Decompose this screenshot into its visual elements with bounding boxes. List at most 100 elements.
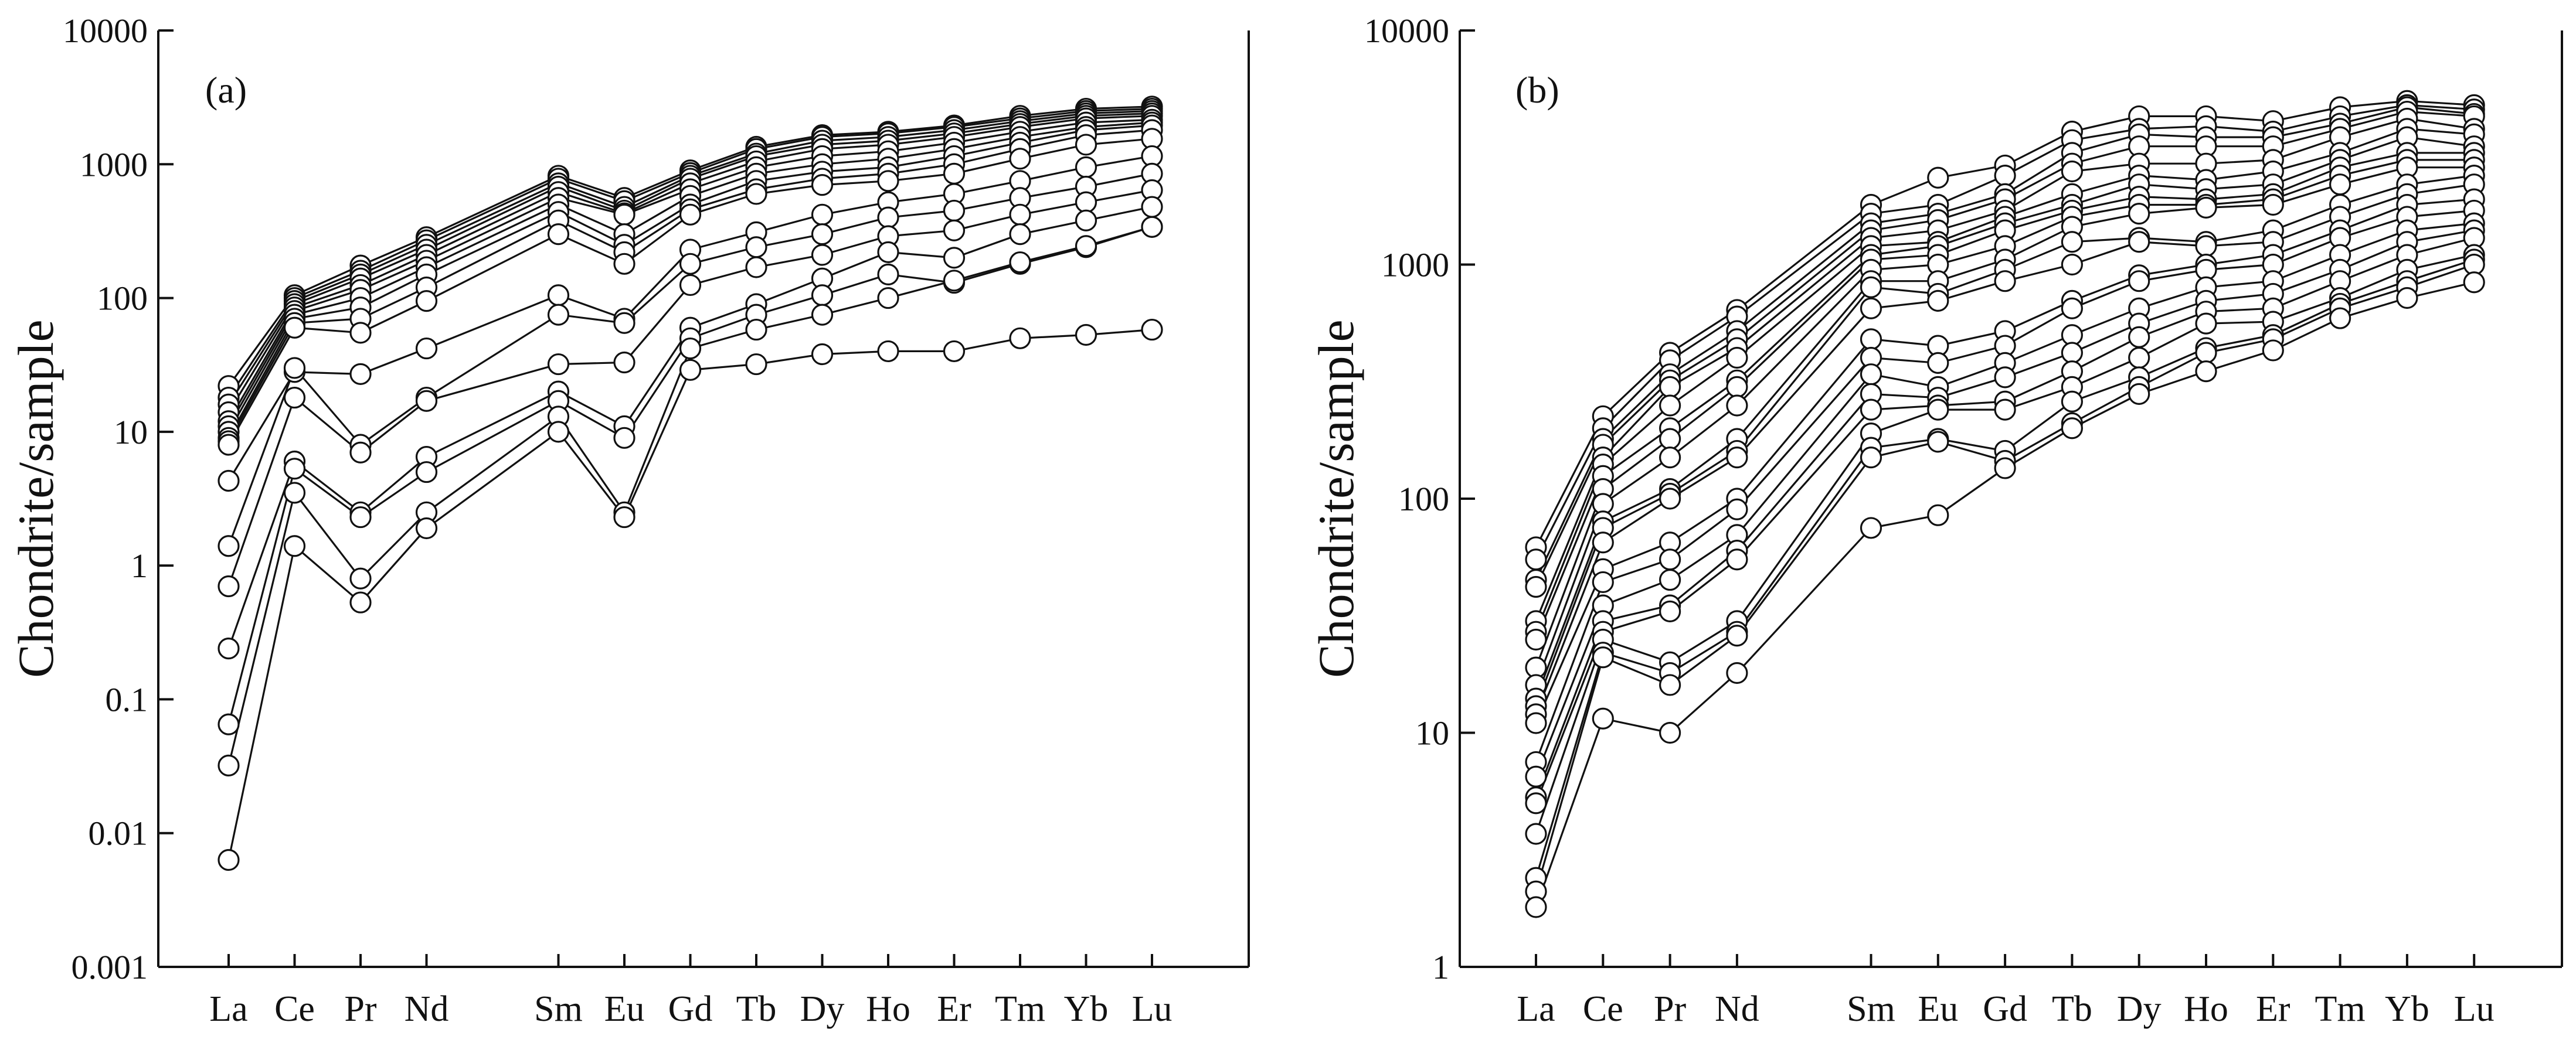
data-point-a17-Sm — [547, 421, 570, 443]
series-line-a6 — [227, 118, 1153, 427]
data-point-b11-Tb — [2061, 231, 2083, 253]
data-point-b12-Ho — [2195, 235, 2217, 257]
x-tick-label: Tm — [2315, 989, 2366, 1029]
data-point-b21-Pr — [1659, 721, 1681, 744]
data-point-b17-La — [1525, 792, 1547, 815]
data-point-a10-Ho — [877, 170, 899, 192]
data-point-b6-Nd — [1726, 346, 1748, 369]
data-point-a13-Eu — [613, 351, 635, 374]
data-point-b21-Nd — [1726, 662, 1748, 684]
series-line-a17 — [227, 329, 1153, 860]
data-point-b21-Tm — [2329, 307, 2351, 329]
series-line-a16 — [227, 226, 1153, 766]
x-tick-label: Er — [937, 989, 971, 1029]
series-line-b16 — [1535, 229, 2475, 798]
data-point-a13-Nd — [415, 390, 438, 412]
data-point-a16-Gd — [679, 337, 702, 360]
y-tick-label: 100 — [97, 280, 148, 318]
x-tick-label: La — [209, 989, 247, 1029]
data-point-a13-Sm — [547, 353, 570, 376]
data-point-b17-Sm — [1860, 398, 1882, 421]
data-point-b9-Nd — [1726, 394, 1748, 417]
series-line-b11 — [1535, 175, 2475, 707]
data-point-a13-Tm — [1009, 203, 1031, 226]
data-point-b8-Nd — [1726, 376, 1748, 398]
series-line-b7 — [1535, 136, 2475, 640]
series-line-a14 — [227, 206, 1153, 649]
data-point-a14-Lu — [1141, 196, 1163, 218]
x-tick-label: Er — [2256, 989, 2290, 1029]
series-line-a12 — [227, 172, 1153, 547]
data-point-a11-Pr — [349, 363, 372, 385]
data-point-b21-Ce — [1592, 707, 1614, 730]
x-tick-label: La — [1517, 989, 1555, 1029]
series-line-b2 — [1535, 104, 2475, 560]
data-point-b15-Sm — [1860, 363, 1882, 386]
data-point-a10-La — [218, 434, 240, 456]
series-line-b8 — [1535, 152, 2475, 668]
y-tick-label: 1 — [1432, 948, 1449, 986]
data-point-b7-La — [1525, 628, 1547, 651]
data-point-b5-Tb — [2061, 160, 2083, 183]
data-point-b12-Eu — [1927, 289, 1949, 312]
x-tick-label: Sm — [534, 989, 583, 1029]
x-tick-label: Nd — [405, 989, 449, 1029]
data-point-a11-La — [218, 469, 240, 492]
data-point-a12-Eu — [613, 312, 635, 334]
data-point-a11-Nd — [415, 337, 438, 360]
x-tick-label: Tb — [2052, 989, 2092, 1029]
data-point-b4-La — [1525, 575, 1547, 598]
y-axis-title: Chondrite/sample — [1308, 319, 1364, 677]
y-tick-label: 0.001 — [72, 948, 148, 986]
series-line-a5 — [227, 115, 1153, 422]
data-point-a14-La — [218, 638, 240, 660]
series-line-b18 — [1535, 254, 2475, 834]
data-point-b15-Pr — [1659, 568, 1681, 591]
data-point-a17-Er — [943, 340, 966, 363]
y-tick-label: 0.1 — [106, 680, 148, 718]
data-point-a15-La — [218, 713, 240, 735]
series-line-b6 — [1535, 128, 2475, 632]
data-point-a13-La — [218, 575, 240, 598]
data-point-b16-Gd — [1994, 366, 2016, 389]
data-point-b14-Dy — [2128, 270, 2150, 292]
data-point-a12-Ho — [877, 206, 899, 229]
y-tick-label: 10 — [1415, 714, 1449, 752]
series-line-b20 — [1535, 263, 2475, 892]
data-point-a13-Pr — [349, 441, 372, 464]
data-point-a17-Dy — [811, 343, 834, 366]
data-point-a17-Lu — [1141, 318, 1163, 341]
series-line-b13 — [1535, 198, 2475, 724]
data-point-a17-Pr — [349, 591, 372, 614]
data-point-a17-Yb — [1075, 323, 1097, 346]
data-point-b14-Tb — [2061, 297, 2083, 319]
data-point-b10-Er — [2262, 193, 2284, 216]
data-point-b21-Eu — [1927, 504, 1949, 526]
x-tick-label: Gd — [668, 989, 713, 1029]
y-tick-label: 0.01 — [89, 815, 148, 853]
data-point-b10-Tm — [2329, 173, 2351, 196]
x-tick-label: Ce — [274, 989, 315, 1029]
data-point-b20-Ce — [1592, 646, 1614, 669]
x-tick-label: Ce — [1583, 989, 1623, 1029]
x-tick-label: Tm — [995, 989, 1045, 1029]
series-line-a1 — [227, 105, 1153, 387]
data-point-a17-Eu — [613, 506, 635, 529]
y-tick-label: 10000 — [1364, 12, 1449, 50]
y-tick-label: 100 — [1398, 480, 1449, 518]
series-line-b15 — [1535, 222, 2475, 777]
series-line-b1 — [1535, 100, 2475, 548]
data-point-a15-Pr — [349, 506, 372, 529]
data-point-a17-La — [218, 849, 240, 871]
data-point-b20-Pr — [1659, 674, 1681, 696]
data-point-a16-Tm — [1009, 251, 1031, 274]
data-point-a14-Yb — [1075, 209, 1097, 231]
x-tick-label: Lu — [2454, 989, 2495, 1029]
data-point-b20-Nd — [1726, 625, 1748, 647]
chart-panel-b: 1 10 100 1000 10000 La Ce Pr Nd Sm Eu Gd Tb Dy Ho Er Tm Y… — [1308, 12, 2563, 1029]
data-point-a14-Ho — [877, 241, 899, 264]
x-tick-label: Lu — [1132, 989, 1173, 1029]
data-point-b18-La — [1525, 823, 1547, 845]
data-point-a6-Eu — [613, 203, 635, 226]
data-point-a10-Pr — [349, 322, 372, 344]
